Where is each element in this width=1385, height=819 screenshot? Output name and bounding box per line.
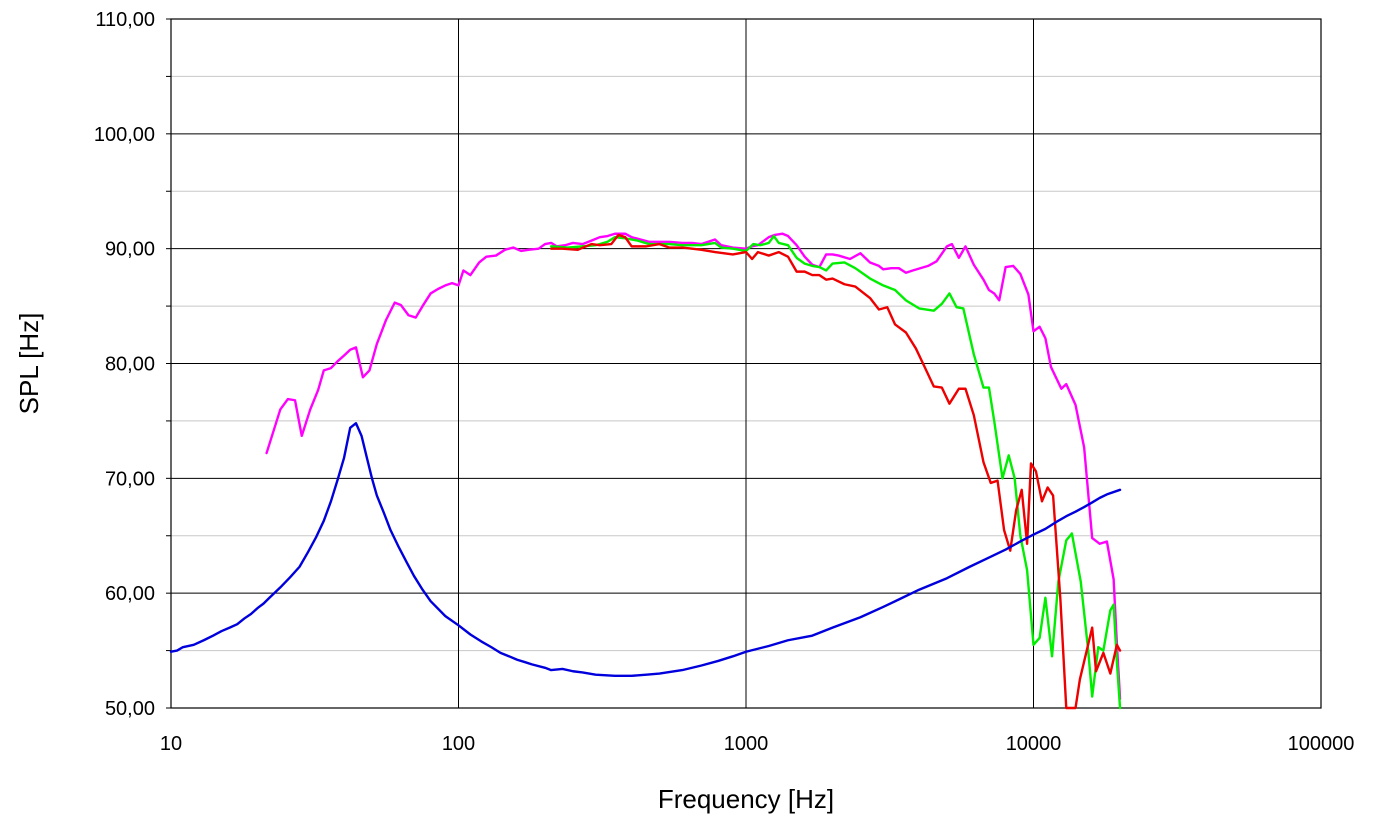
y-tick-label: 70,00 xyxy=(105,468,155,490)
y-axis-tick-marks xyxy=(166,18,171,709)
y-tick-label: 90,00 xyxy=(105,239,155,261)
x-tick-label: 100000 xyxy=(1288,733,1355,755)
y-tick-label: 60,00 xyxy=(105,583,155,605)
x-tick-label: 1000 xyxy=(724,733,769,755)
series-line-2 xyxy=(549,234,1122,710)
major-grid xyxy=(170,18,1322,709)
y-tick-label: 110,00 xyxy=(95,9,155,31)
x-tick-label: 10 xyxy=(160,733,182,755)
series-layer xyxy=(169,232,1122,710)
x-tick-label: 100 xyxy=(442,733,475,755)
y-tick-label: 50,00 xyxy=(105,698,155,720)
series-line-1 xyxy=(265,232,1122,701)
x-axis-tick-labels: 10 100 1000 10000 100000 xyxy=(160,733,1355,755)
y-axis-title: SPL [Hz] xyxy=(14,313,44,415)
x-axis-title: Frequency [Hz] xyxy=(658,784,834,814)
y-axis-tick-labels: 50,00 60,00 70,00 80,00 90,00 100,00 110,00 xyxy=(94,9,155,720)
series-line-3 xyxy=(549,233,1122,710)
y-tick-label: 80,00 xyxy=(105,354,155,376)
x-tick-label: 10000 xyxy=(1006,733,1062,755)
y-tick-label: 100,00 xyxy=(94,124,155,146)
series-line-4 xyxy=(169,422,1122,678)
